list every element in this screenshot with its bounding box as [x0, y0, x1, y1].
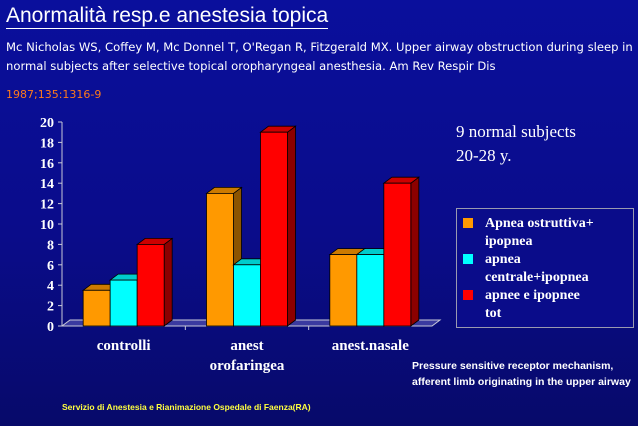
chart-legend: Apnea ostruttiva+ ipopnea apnea centrale+ip…	[456, 208, 634, 328]
y-tick-label: 8	[47, 238, 54, 253]
footer-credit: Servizio di Anestesia e Rianimazione Osp…	[62, 402, 311, 412]
reference-citation-year: 1987;135:1316-9	[6, 88, 102, 101]
bar	[356, 254, 385, 327]
x-category-label: anest.nasale	[332, 338, 409, 354]
legend-swatch	[463, 290, 473, 300]
subjects-age: 20-28 y.	[456, 146, 512, 165]
x-category-label: orofaringea	[210, 358, 285, 374]
mechanism-note: Pressure sensitive receptor mechanism, a…	[412, 360, 631, 388]
reference-citation: Mc Nicholas WS, Coffey M, Mc Donnel T, O…	[6, 40, 633, 73]
bar-side	[410, 176, 420, 327]
y-tick-label: 12	[40, 198, 54, 213]
y-tick-label: 18	[40, 136, 54, 151]
legend-label: apnea centrale+ipopnea	[485, 252, 589, 285]
x-category-label: anest	[230, 338, 263, 354]
x-category-label: controlli	[97, 338, 151, 354]
bar-side	[163, 237, 173, 327]
y-tick-label: 2	[47, 300, 54, 315]
y-tick-label: 0	[47, 320, 54, 335]
bar	[82, 289, 111, 327]
y-tick-label: 14	[40, 177, 54, 192]
bar	[383, 182, 412, 327]
legend-swatch	[463, 218, 473, 228]
bar	[233, 264, 261, 327]
subjects-count: 9 normal subjects	[456, 122, 576, 141]
y-tick-label: 10	[40, 218, 54, 233]
bar	[206, 192, 234, 327]
bar	[329, 254, 358, 327]
bar	[109, 279, 138, 327]
slide-title: Anormalità resp.e anestesia topica	[6, 4, 329, 29]
legend-swatch	[463, 254, 473, 264]
y-tick-label: 6	[47, 259, 54, 274]
y-tick-label: 16	[40, 157, 54, 172]
bar	[136, 243, 165, 327]
y-tick-label: 20	[40, 116, 54, 131]
bar	[260, 131, 288, 327]
y-tick-label: 4	[47, 279, 54, 294]
legend-label: Apnea ostruttiva+ ipopnea	[485, 216, 594, 249]
subjects-note: 9 normal subjects 20-28 y.	[456, 120, 576, 168]
legend-label: apnee e ipopnee tot	[485, 288, 580, 321]
bar-side	[287, 125, 296, 327]
